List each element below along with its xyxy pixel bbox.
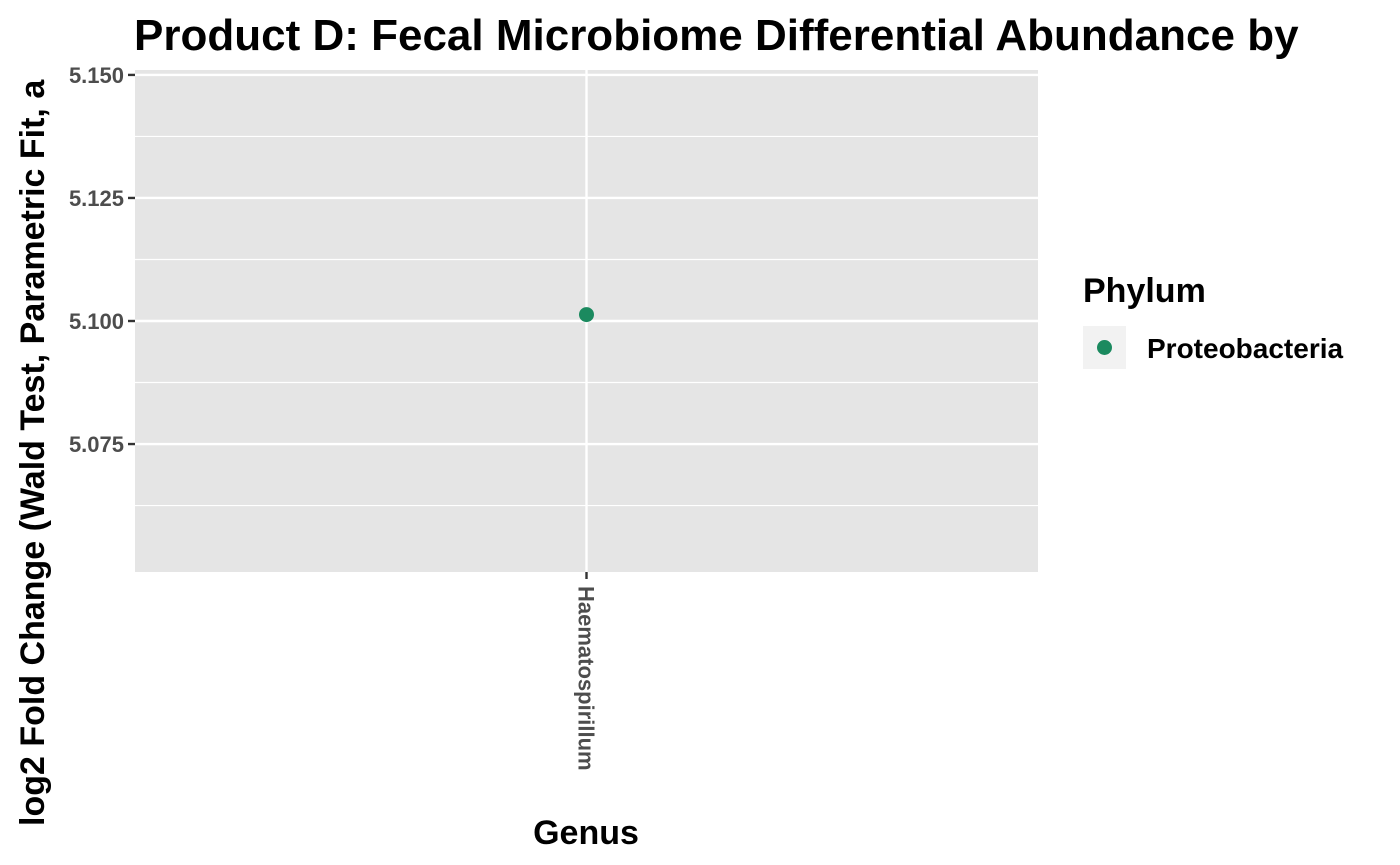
chart-title: Product D: Fecal Microbiome Differential… [134,11,1299,60]
y-tick-label: 5.150 [69,63,124,88]
x-axis-title: Genus [533,814,639,852]
x-tick-label: Haematospirillum [574,586,599,771]
y-tick-label: 5.100 [69,309,124,334]
legend-label-proteobacteria: Proteobacteria [1147,333,1343,364]
y-axis-ticks: 5.075 5.100 5.125 5.150 [69,63,135,457]
y-tick-label: 5.125 [69,186,124,211]
data-points [579,307,594,323]
legend-title: Phylum [1083,272,1206,310]
legend-swatch-proteobacteria [1097,340,1112,355]
y-tick-label: 5.075 [69,432,124,457]
legend: Phylum Proteobacteria [1083,272,1343,369]
data-point [579,307,594,323]
x-axis-ticks: Haematospirillum [574,572,599,771]
y-axis-title: log2 Fold Change (Wald Test, Parametric … [14,79,52,826]
